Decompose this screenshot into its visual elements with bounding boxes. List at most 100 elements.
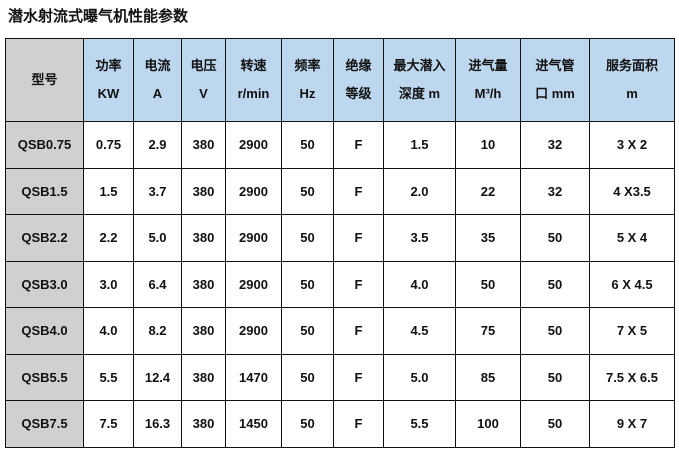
table-cell: 2.0: [383, 167, 456, 215]
table-cell: 4.5: [383, 307, 456, 355]
column-header: 转速 r/min: [225, 38, 282, 122]
table-cell: 380: [181, 307, 226, 355]
table-cell: 10: [455, 121, 521, 169]
table-cell: 4 X3.5: [589, 167, 675, 215]
table-cell: 4.0: [383, 260, 456, 308]
table-cell: 50: [281, 214, 334, 262]
table-cell: 2.9: [133, 121, 182, 169]
column-header: 进气量 M³/h: [455, 38, 521, 122]
table-cell: 50: [455, 260, 521, 308]
table-cell: 6 X 4.5: [589, 260, 675, 308]
table-cell: 2900: [225, 214, 282, 262]
header-line1: 进气管: [535, 58, 575, 73]
header-line1: 型号: [31, 72, 58, 87]
header-line2: 深度 m: [398, 86, 441, 101]
table-cell: 2900: [225, 260, 282, 308]
table-cell: 1450: [225, 400, 282, 448]
table-cell: 380: [181, 214, 226, 262]
table-cell: 50: [281, 167, 334, 215]
table-cell: 50: [520, 307, 590, 355]
table-row: QSB0.75 0.75 2.9 380 2900 50 F 1.5 10 32 3 X 2: [5, 121, 675, 169]
table-cell: F: [333, 400, 384, 448]
model-cell: QSB7.5: [5, 400, 84, 448]
table-cell: 7.5 X 6.5: [589, 353, 675, 401]
table-cell: 50: [281, 307, 334, 355]
table-cell: F: [333, 307, 384, 355]
table-cell: 3.0: [83, 260, 134, 308]
header-line1: 频率: [294, 58, 321, 73]
column-header: 进气管口 mm: [520, 38, 590, 122]
column-header: 型号: [5, 38, 84, 122]
header-line2: r/min: [237, 86, 270, 101]
table-row: QSB5.5 5.5 12.4 380 1470 50 F 5.0 85 50 7.5 X 6.5: [5, 353, 675, 401]
table-row: QSB2.2 2.2 5.0 380 2900 50 F 3.5 35 50 5 X 4: [5, 214, 675, 262]
table-cell: 5.0: [133, 214, 182, 262]
header-line1: 电流: [144, 58, 171, 73]
table-cell: 380: [181, 167, 226, 215]
table-cell: 4.0: [83, 307, 134, 355]
column-header: 电流 A: [133, 38, 182, 122]
header-line2: 等级: [345, 86, 372, 101]
model-cell: QSB5.5: [5, 353, 84, 401]
table-cell: 3 X 2: [589, 121, 675, 169]
table-cell: 50: [281, 260, 334, 308]
table-cell: 380: [181, 260, 226, 308]
table-cell: 16.3: [133, 400, 182, 448]
table-cell: 7 X 5: [589, 307, 675, 355]
table-cell: 5 X 4: [589, 214, 675, 262]
table-cell: 9 X 7: [589, 400, 675, 448]
header-row: 型号 功率 KW 电流 A 电压 V 转速 r/min 频率 Hz 绝缘 等级 最大潜入深度 m 进气量 M³…: [5, 38, 675, 122]
table-cell: 50: [281, 400, 334, 448]
model-cell: QSB2.2: [5, 214, 84, 262]
column-header: 绝缘 等级: [333, 38, 384, 122]
column-header: 电压 V: [181, 38, 226, 122]
table-cell: 1470: [225, 353, 282, 401]
header-line2: 口 mm: [535, 86, 575, 101]
table-cell: 50: [520, 260, 590, 308]
table-cell: 2900: [225, 121, 282, 169]
table-cell: F: [333, 167, 384, 215]
table-cell: 32: [520, 121, 590, 169]
column-header: 频率 Hz: [281, 38, 334, 122]
table-cell: 5.5: [83, 353, 134, 401]
table-cell: 5.0: [383, 353, 456, 401]
table-cell: 6.4: [133, 260, 182, 308]
header-line1: 最大潜入: [393, 58, 446, 73]
table-cell: 50: [520, 214, 590, 262]
table-cell: 7.5: [83, 400, 134, 448]
table-row: QSB4.0 4.0 8.2 380 2900 50 F 4.5 75 50 7 X 5: [5, 307, 675, 355]
table-cell: 50: [520, 353, 590, 401]
table-cell: 50: [281, 121, 334, 169]
table-cell: 50: [520, 400, 590, 448]
table-cell: 2900: [225, 167, 282, 215]
parameters-table: 型号 功率 KW 电流 A 电压 V 转速 r/min 频率 Hz 绝缘 等级 最大潜入深度 m 进气量 M³…: [5, 38, 675, 448]
header-line1: 电压: [190, 58, 217, 73]
table-cell: 3.7: [133, 167, 182, 215]
header-line2: Hz: [299, 86, 316, 101]
table-cell: F: [333, 353, 384, 401]
header-line1: 功率: [95, 58, 122, 73]
table-cell: 0.75: [83, 121, 134, 169]
table-cell: 12.4: [133, 353, 182, 401]
column-header: 服务面积 m: [589, 38, 675, 122]
table-cell: 22: [455, 167, 521, 215]
model-cell: QSB0.75: [5, 121, 84, 169]
table-cell: 2.2: [83, 214, 134, 262]
table-cell: 85: [455, 353, 521, 401]
table-cell: 5.5: [383, 400, 456, 448]
model-cell: QSB1.5: [5, 167, 84, 215]
table-row: QSB1.5 1.5 3.7 380 2900 50 F 2.0 22 32 4 X3.5: [5, 167, 675, 215]
table-cell: 380: [181, 353, 226, 401]
header-line1: 转速: [240, 58, 267, 73]
table-row: QSB7.5 7.5 16.3 380 1450 50 F 5.5 100 50 9 X 7: [5, 400, 675, 448]
column-header: 功率 KW: [83, 38, 134, 122]
table-cell: 1.5: [83, 167, 134, 215]
model-cell: QSB3.0: [5, 260, 84, 308]
header-line1: 服务面积: [605, 58, 658, 73]
header-line1: 进气量: [468, 58, 508, 73]
table-cell: 380: [181, 121, 226, 169]
table-cell: 380: [181, 400, 226, 448]
page-title: 潜水射流式曝气机性能参数: [8, 7, 189, 25]
table-cell: 2900: [225, 307, 282, 355]
table-cell: F: [333, 260, 384, 308]
